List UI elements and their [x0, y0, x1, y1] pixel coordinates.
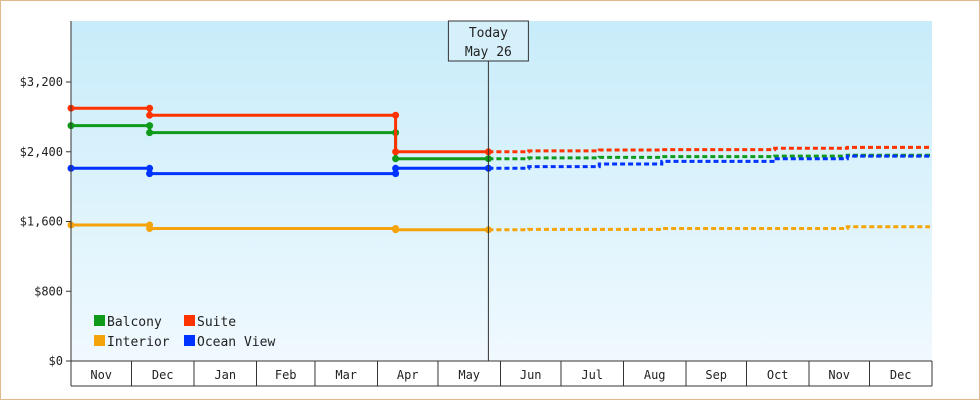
- x-tick-label: Apr: [397, 368, 419, 382]
- x-tick-label: Jan: [214, 368, 236, 382]
- legend-item-interior: Interior: [94, 335, 170, 350]
- y-tick-label: $1,600: [20, 215, 63, 229]
- legend-label: Interior: [107, 335, 170, 350]
- x-tick-label: Mar: [335, 368, 357, 382]
- today-label: Today: [469, 26, 508, 41]
- x-tick-label: May: [458, 368, 480, 382]
- x-tick-label: Nov: [90, 368, 112, 382]
- x-tick-label: Aug: [644, 368, 666, 382]
- x-tick-label: Oct: [767, 368, 789, 382]
- series-point: [392, 148, 400, 156]
- legend-swatch: [94, 315, 105, 326]
- legend-item-ocean-view: Ocean View: [184, 335, 275, 350]
- series-forecast-line: [488, 145, 930, 154]
- x-tick-label: Nov: [828, 368, 850, 382]
- y-tick-label: $0: [49, 354, 63, 368]
- legend-item-suite: Suite: [184, 315, 236, 330]
- series-interior: [67, 221, 930, 234]
- series-point: [392, 155, 400, 163]
- legend-item-balcony: Balcony: [94, 315, 162, 330]
- series-ocean-view: [67, 154, 930, 178]
- today-date: May 26: [465, 45, 512, 60]
- today-marker: Today May 26: [447, 20, 529, 361]
- series-point: [146, 225, 154, 232]
- series-point: [392, 164, 400, 172]
- series-history-line: [71, 223, 489, 232]
- series-point: [392, 111, 400, 119]
- series-point: [146, 164, 154, 172]
- series-history-line: [71, 124, 489, 161]
- legend: Balcony Suite Interior Ocean View: [94, 315, 275, 350]
- series-point: [146, 122, 154, 130]
- today-label-box: [447, 20, 529, 62]
- x-tick-label: Dec: [152, 368, 174, 382]
- series-point: [392, 170, 400, 178]
- series-forecast-line: [488, 154, 930, 170]
- legend-swatch: [94, 335, 105, 346]
- x-tick-label: Sep: [705, 368, 727, 382]
- plot-area: [71, 21, 932, 361]
- series-history-line: [71, 106, 489, 154]
- y-tick-label: $2,400: [20, 145, 63, 159]
- y-tick-label: $800: [34, 284, 63, 298]
- series-point: [146, 104, 154, 112]
- y-tick-label: $3,200: [20, 75, 63, 89]
- x-tick-label: Jul: [581, 368, 603, 382]
- legend-label: Suite: [197, 315, 236, 330]
- x-tick-label: Feb: [275, 368, 297, 382]
- legend-label: Balcony: [107, 315, 162, 330]
- legend-swatch: [184, 335, 195, 346]
- series-point: [146, 111, 154, 119]
- series-point: [146, 129, 154, 137]
- series-point: [146, 170, 154, 178]
- series-history-line: [71, 166, 489, 176]
- legend-label: Ocean View: [197, 335, 275, 350]
- series-point: [392, 226, 400, 234]
- x-tick-label: Dec: [890, 368, 912, 382]
- series-layer: [67, 104, 930, 234]
- axes: $0 $800 $1,600 $2,400 $3,200 Nov Dec Jan Feb Mar A…: [20, 21, 933, 387]
- series-forecast-line: [488, 225, 930, 232]
- legend-swatch: [184, 315, 195, 326]
- x-tick-label: Jun: [520, 368, 542, 382]
